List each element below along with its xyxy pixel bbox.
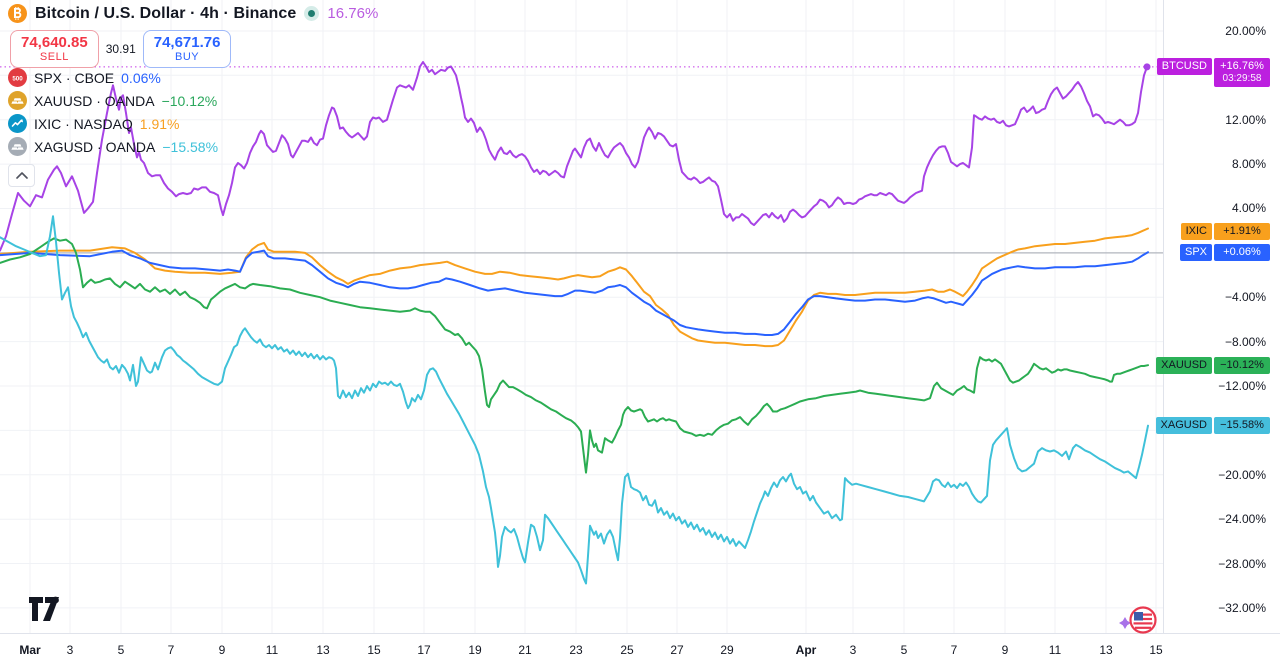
price-scale-label: −12.00% (1218, 379, 1266, 393)
legend-collapse-button[interactable] (8, 164, 35, 187)
chart-canvas[interactable] (0, 0, 1163, 633)
time-axis-label: 9 (218, 643, 226, 657)
time-axis-label: 7 (167, 643, 175, 657)
chart-region[interactable] (0, 0, 1163, 633)
time-axis-label: 11 (265, 643, 279, 657)
order-panel: 74,640.85 SELL 30.91 74,671.76 BUY (10, 30, 232, 68)
time-axis-label: 3 (849, 643, 857, 657)
price-scale-label: −24.00% (1218, 512, 1266, 527)
time-axis-label: 29 (720, 643, 734, 657)
legend-symbol: XAGUSD · OANDA (34, 138, 156, 155)
time-axis-label: 5 (117, 643, 125, 657)
tradingview-logo[interactable] (28, 596, 70, 627)
time-axis-label: Mar (19, 643, 41, 657)
compare-legend: 500 SPX · CBOE 0.06% XAUUSD · OANDA −10.12% I… (8, 66, 218, 187)
chevron-up-icon (15, 172, 28, 179)
time-axis-label: 11 (1048, 643, 1062, 657)
buy-label: BUY (175, 51, 200, 63)
series-line-IXIC[interactable] (0, 227, 1149, 348)
sell-button[interactable]: 74,640.85 SELL (10, 30, 99, 68)
time-axis-label: 9 (1001, 643, 1009, 657)
series-line-XAUUSD[interactable] (0, 237, 1149, 474)
legend-row-ixic[interactable]: IXIC · NASDAQ 1.91% (8, 112, 218, 135)
legend-row-xagusd[interactable]: XAGUSD · OANDA −15.58% (8, 135, 218, 158)
price-scale-label: 8.00% (1231, 157, 1266, 172)
legend-row-spx[interactable]: 500 SPX · CBOE 0.06% (8, 66, 218, 89)
sell-label: SELL (39, 51, 69, 63)
legend-symbol: IXIC · NASDAQ (34, 115, 133, 132)
legend-symbol: XAUUSD · OANDA (34, 92, 155, 109)
series-end-dot-BTCUSD (1143, 63, 1151, 71)
time-axis-label: 3 (66, 643, 74, 657)
nasdaq-icon (8, 114, 27, 133)
price-scale-label: 12.00% (1225, 112, 1266, 127)
price-scale-label: −8.00% (1224, 334, 1266, 349)
us-flag-economic-event-icon[interactable] (1118, 605, 1158, 635)
price-scale-label: 4.00% (1231, 201, 1266, 216)
time-axis-label: 19 (468, 643, 482, 657)
price-scale-label: −32.00% (1218, 600, 1266, 615)
time-axis-label: 27 (670, 643, 684, 657)
time-axis[interactable]: Mar 3 5 7 9 11 13 15 17 19 21 23 25 27 29 Apr 3 5 7 9 11 13 15… (0, 633, 1210, 667)
time-axis-label: 21 (518, 643, 532, 657)
price-scale-label: −20.00% (1218, 467, 1266, 482)
bitcoin-icon (8, 4, 27, 23)
legend-change-percent: −10.12% (161, 92, 218, 109)
legend-change-percent: 0.06% (121, 69, 161, 86)
legend-change-percent: −15.58% (162, 138, 219, 155)
time-axis-label: 23 (569, 643, 583, 657)
axis-corner: ⚙ (1163, 633, 1280, 667)
legend-symbol: SPX · CBOE (34, 69, 115, 86)
symbol-title[interactable]: Bitcoin / U.S. Dollar · 4h · Binance (35, 4, 297, 22)
time-axis-label: 7 (950, 643, 958, 657)
silver-icon (8, 137, 27, 156)
time-axis-label: 5 (900, 643, 908, 657)
time-axis-label: Apr (795, 643, 817, 657)
series-line-BTCUSD[interactable] (0, 61, 1148, 252)
legend-row-xauusd[interactable]: XAUUSD · OANDA −10.12% (8, 89, 218, 112)
buy-button[interactable]: 74,671.76 BUY (142, 30, 232, 68)
time-axis-label: 13 (1099, 643, 1113, 657)
buy-price: 74,671.76 (153, 34, 221, 51)
sell-price: 74,640.85 (21, 34, 88, 51)
price-scale[interactable]: 20.00% 12.00% 8.00% 4.00% −4.00% −8.00% −12.00… (1163, 0, 1280, 633)
header-change-percent: 16.76% (327, 5, 379, 22)
time-axis-label: 25 (620, 643, 634, 657)
sp500-icon: 500 (8, 68, 27, 87)
price-scale-label: 20.00% (1225, 23, 1266, 38)
market-status-icon[interactable] (304, 6, 320, 21)
time-axis-label: 17 (417, 643, 431, 657)
price-scale-label: −4.00% (1224, 290, 1266, 305)
spread-value: 30.91 (105, 42, 136, 56)
series-line-SPX[interactable] (0, 249, 1149, 336)
price-scale-label: −28.00% (1218, 556, 1266, 571)
time-axis-label: 13 (316, 643, 330, 657)
time-axis-label: 15 (1149, 643, 1163, 657)
svg-text:500: 500 (12, 75, 23, 82)
legend-change-percent: 1.91% (139, 115, 180, 132)
gold-icon (8, 91, 27, 110)
series-line-XAGUSD[interactable] (0, 215, 1149, 585)
time-axis-label: 15 (367, 643, 381, 657)
symbol-header: Bitcoin / U.S. Dollar · 4h · Binance 16.… (8, 4, 378, 23)
